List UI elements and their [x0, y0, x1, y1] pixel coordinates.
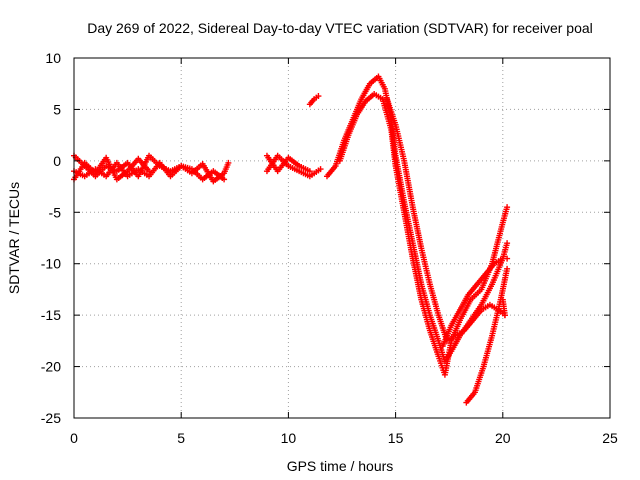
y-tick-label: -20 [41, 359, 61, 375]
plot-frame [73, 57, 611, 419]
y-axis-label: SDTVAR / TECUs [6, 182, 22, 294]
x-tick-label: 25 [602, 430, 618, 446]
ticks-layer: 0 5 10 15 20 25 -25 -20 -15 -10 -5 0 5 10 [41, 50, 618, 446]
data-point [315, 93, 322, 100]
data-point [504, 204, 511, 211]
x-tick-label: 20 [495, 430, 511, 446]
chart-title: Day 269 of 2022, Sidereal Day-to-day VTE… [87, 20, 593, 36]
y-tick-label: 5 [53, 101, 61, 117]
x-axis-label: GPS time / hours [287, 458, 394, 474]
data-point [317, 166, 324, 173]
x-tick-label: 15 [388, 430, 404, 446]
data-point [225, 159, 232, 166]
y-tick-label: -10 [41, 256, 61, 272]
y-tick-label: -25 [41, 410, 61, 426]
y-tick-label: 10 [45, 50, 61, 66]
data-points-layer [71, 73, 511, 406]
data-point [146, 168, 153, 175]
data-point [504, 265, 511, 272]
data-point [504, 240, 511, 247]
x-tick-label: 0 [70, 430, 78, 446]
x-tick-label: 5 [177, 430, 185, 446]
x-tick-label: 10 [281, 430, 297, 446]
y-tick-label: -5 [49, 204, 62, 220]
data-point [501, 312, 508, 319]
y-tick-label: 0 [53, 153, 61, 169]
data-point [221, 176, 228, 183]
data-point [504, 255, 511, 262]
y-tick-label: -15 [41, 307, 61, 323]
data-point [306, 168, 313, 175]
